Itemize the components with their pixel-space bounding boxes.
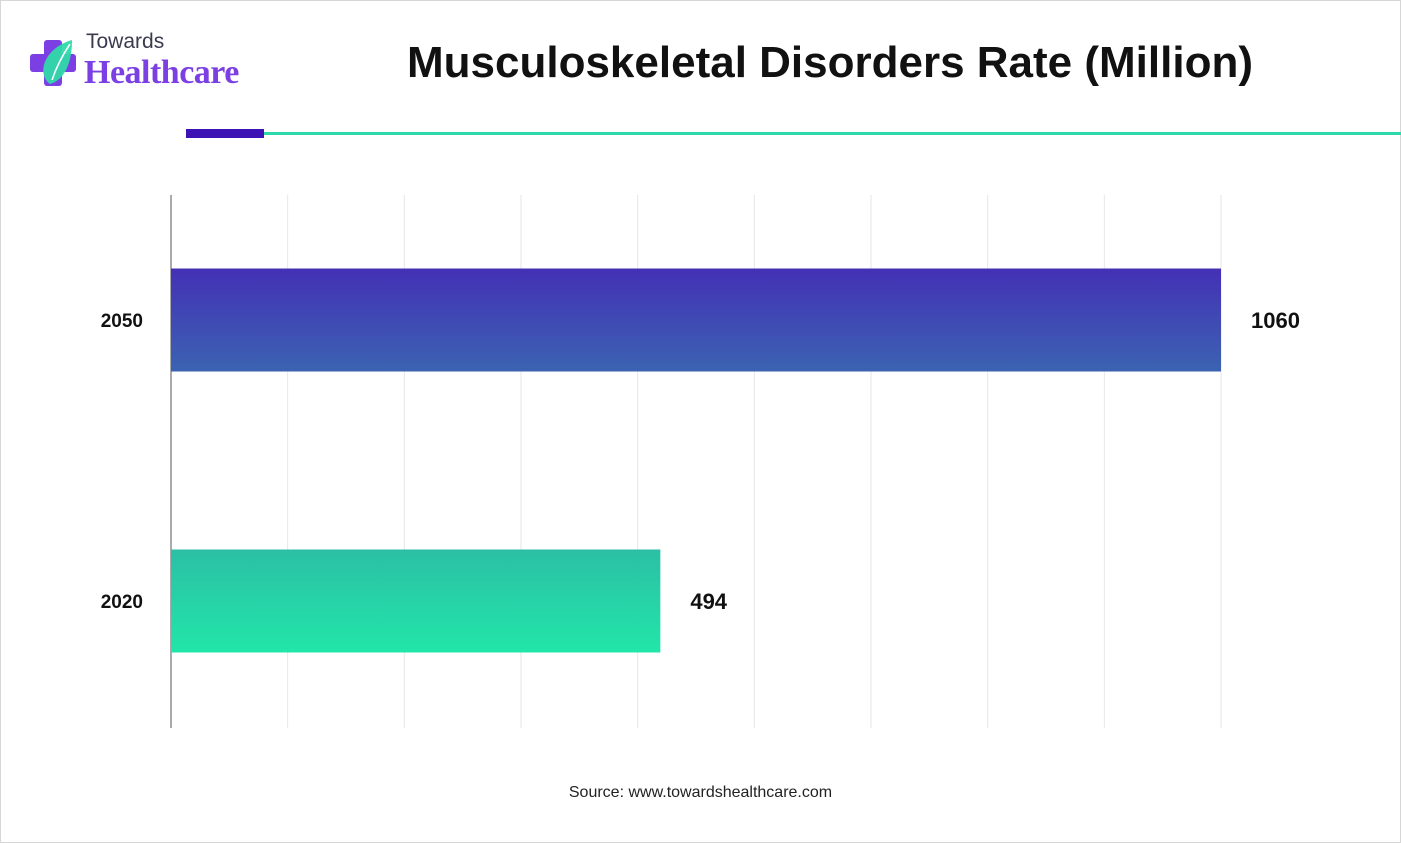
bar-2050 (171, 268, 1221, 372)
title-underline-accent (186, 129, 264, 138)
medical-cross-leaf-icon (30, 40, 76, 86)
category-label-2050: 2050 (101, 311, 143, 332)
value-label-2020: 494 (690, 589, 727, 614)
value-label-2050: 1060 (1251, 308, 1300, 333)
chart-title: Musculoskeletal Disorders Rate (Million) (407, 38, 1253, 87)
category-label-2020: 2020 (101, 592, 143, 613)
brand-logo: Towards Healthcare (26, 30, 266, 100)
source-note: Source: www.towardshealthcare.com (568, 784, 833, 801)
brand-name-line2: Healthcare (84, 54, 239, 91)
title-underline (186, 132, 1401, 135)
brand-name-line1: Towards (86, 30, 165, 53)
bar-2020 (171, 549, 661, 653)
